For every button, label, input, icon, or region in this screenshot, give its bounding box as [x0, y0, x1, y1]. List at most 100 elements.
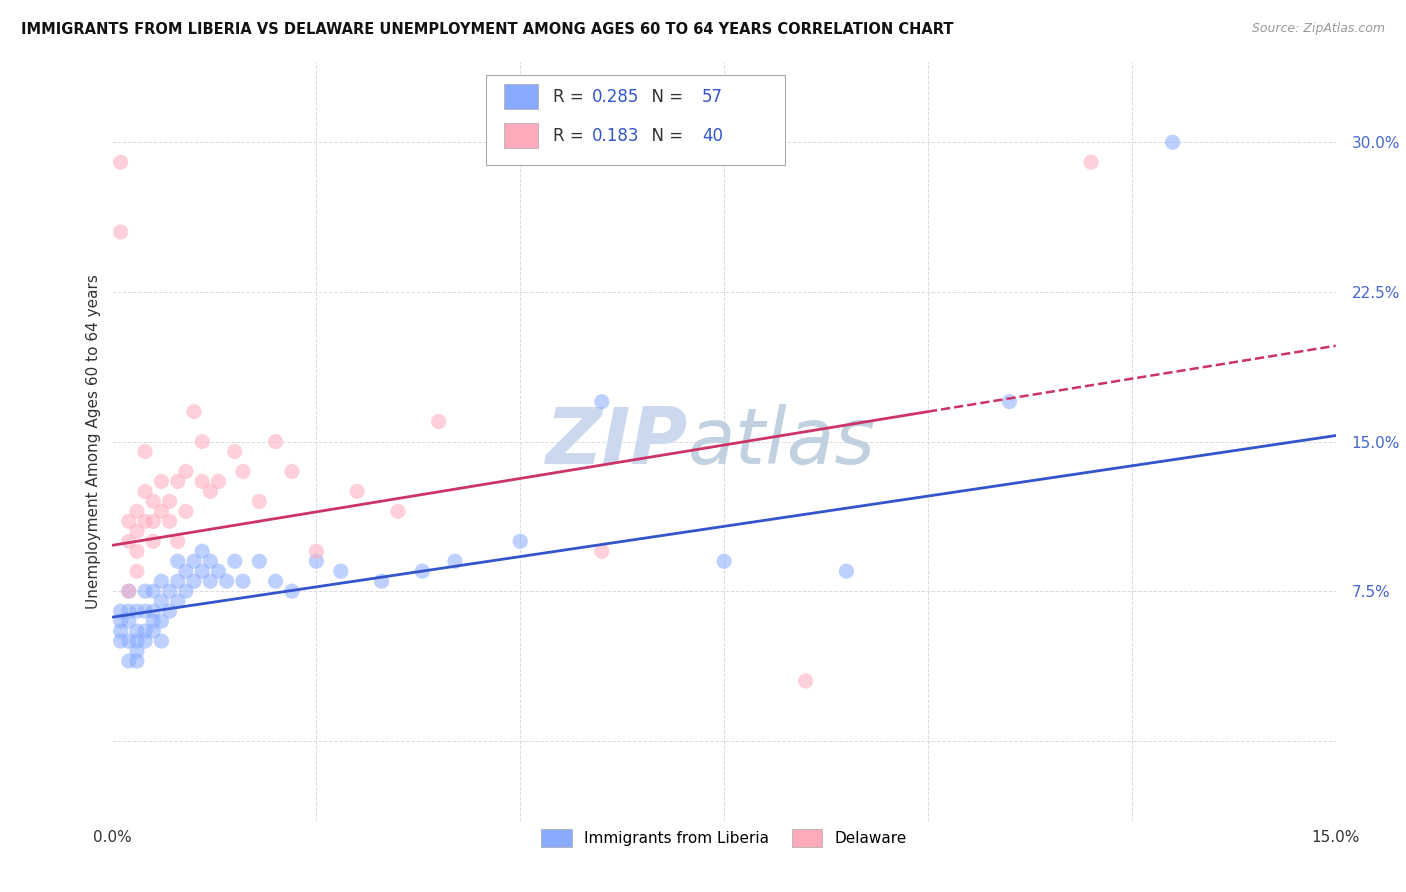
Point: [118, 614, 141, 628]
Point: [174, 465, 197, 479]
Point: [444, 554, 467, 568]
Point: [387, 504, 409, 518]
Point: [200, 574, 222, 589]
Point: [150, 634, 173, 648]
Text: R =: R =: [553, 88, 589, 106]
Point: [1080, 155, 1102, 169]
Point: [183, 404, 205, 418]
Point: [166, 475, 188, 489]
Point: [794, 673, 817, 688]
Point: [125, 504, 148, 518]
Point: [998, 394, 1021, 409]
Point: [159, 604, 181, 618]
Text: ZIP: ZIP: [546, 403, 688, 480]
Point: [591, 394, 613, 409]
Point: [118, 634, 141, 648]
Point: [281, 465, 304, 479]
Point: [174, 564, 197, 578]
Point: [134, 444, 156, 458]
Text: 57: 57: [702, 88, 723, 106]
Point: [207, 564, 229, 578]
FancyBboxPatch shape: [485, 75, 786, 165]
Point: [174, 584, 197, 599]
Point: [134, 584, 156, 599]
Point: [125, 544, 148, 558]
Point: [224, 444, 246, 458]
Point: [305, 554, 328, 568]
Point: [110, 604, 132, 618]
Point: [591, 544, 613, 558]
Point: [183, 574, 205, 589]
Point: [142, 624, 165, 639]
Point: [118, 654, 141, 668]
Point: [142, 614, 165, 628]
Point: [264, 434, 287, 449]
Point: [150, 574, 173, 589]
Point: [118, 604, 141, 618]
Point: [247, 494, 270, 508]
Point: [509, 534, 531, 549]
Point: [264, 574, 287, 589]
FancyBboxPatch shape: [503, 123, 538, 148]
Point: [118, 534, 141, 549]
Point: [125, 524, 148, 539]
Point: [305, 544, 328, 558]
Point: [191, 544, 214, 558]
Point: [1161, 135, 1184, 149]
Point: [166, 534, 188, 549]
Point: [110, 634, 132, 648]
Point: [835, 564, 858, 578]
Point: [191, 475, 214, 489]
Point: [281, 584, 304, 599]
Point: [125, 564, 148, 578]
Point: [329, 564, 352, 578]
Point: [713, 554, 735, 568]
Point: [183, 554, 205, 568]
Legend: Immigrants from Liberia, Delaware: Immigrants from Liberia, Delaware: [534, 822, 914, 855]
Point: [200, 554, 222, 568]
Point: [142, 494, 165, 508]
Point: [159, 584, 181, 599]
Text: 40: 40: [702, 127, 723, 145]
Point: [110, 614, 132, 628]
Text: atlas: atlas: [688, 403, 876, 480]
Point: [411, 564, 433, 578]
FancyBboxPatch shape: [503, 85, 538, 110]
Point: [118, 584, 141, 599]
Text: N =: N =: [641, 127, 689, 145]
Point: [370, 574, 392, 589]
Point: [346, 484, 368, 499]
Point: [134, 634, 156, 648]
Text: N =: N =: [641, 88, 689, 106]
Point: [150, 594, 173, 608]
Point: [207, 475, 229, 489]
Point: [200, 484, 222, 499]
Point: [191, 434, 214, 449]
Point: [166, 574, 188, 589]
Text: Source: ZipAtlas.com: Source: ZipAtlas.com: [1251, 22, 1385, 36]
Point: [150, 614, 173, 628]
Point: [142, 584, 165, 599]
Point: [134, 624, 156, 639]
Point: [150, 475, 173, 489]
Point: [125, 604, 148, 618]
Text: IMMIGRANTS FROM LIBERIA VS DELAWARE UNEMPLOYMENT AMONG AGES 60 TO 64 YEARS CORRE: IMMIGRANTS FROM LIBERIA VS DELAWARE UNEM…: [21, 22, 953, 37]
Point: [110, 155, 132, 169]
Point: [142, 534, 165, 549]
Point: [159, 494, 181, 508]
Point: [134, 484, 156, 499]
Point: [232, 574, 254, 589]
Point: [142, 514, 165, 528]
Point: [224, 554, 246, 568]
Y-axis label: Unemployment Among Ages 60 to 64 years: Unemployment Among Ages 60 to 64 years: [86, 274, 101, 609]
Text: R =: R =: [553, 127, 589, 145]
Point: [150, 504, 173, 518]
Point: [166, 594, 188, 608]
Point: [110, 225, 132, 239]
Text: 0.183: 0.183: [592, 127, 640, 145]
Point: [125, 624, 148, 639]
Point: [191, 564, 214, 578]
Point: [118, 584, 141, 599]
Point: [247, 554, 270, 568]
Point: [125, 634, 148, 648]
